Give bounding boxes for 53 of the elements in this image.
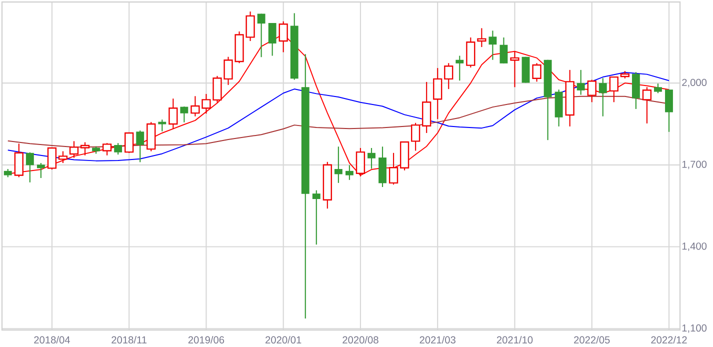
candlestick <box>642 86 652 124</box>
candlestick <box>69 140 79 158</box>
candlestick <box>26 152 34 183</box>
candlestick <box>433 68 442 120</box>
candlestick <box>422 81 432 134</box>
candlestick <box>665 89 673 132</box>
candlestick <box>411 122 420 152</box>
x-tick-label: 2022/05 <box>574 336 610 344</box>
x-tick-label: 2021/03 <box>420 336 456 344</box>
candlestick <box>47 146 57 170</box>
candlestick <box>576 69 585 96</box>
candlestick <box>388 152 398 186</box>
candlestick <box>114 142 122 156</box>
candlestick <box>58 150 68 164</box>
candlestick <box>268 22 276 56</box>
candlestick <box>510 50 520 88</box>
candlestick <box>36 162 45 179</box>
candlestick <box>278 20 288 53</box>
candlestick <box>180 106 188 123</box>
candlestick <box>136 130 144 163</box>
candlestick <box>477 28 486 48</box>
candlestick <box>466 36 476 68</box>
y-tick-label: 1,100 <box>682 324 707 333</box>
candlestick <box>124 132 134 154</box>
candlestick <box>368 147 376 170</box>
candlestick <box>356 147 366 177</box>
candlestick <box>500 36 508 64</box>
candlestick <box>80 142 90 156</box>
candlestick <box>312 190 320 246</box>
candlestick <box>14 143 24 178</box>
candlestick <box>345 164 354 180</box>
y-tick-label: 2,000 <box>682 78 707 88</box>
x-tick-label: 2018/04 <box>34 336 70 344</box>
candlestick <box>488 30 497 60</box>
candlestick <box>334 146 342 184</box>
candlestick <box>609 76 618 103</box>
candlestick <box>598 78 607 117</box>
candlestick <box>257 13 266 58</box>
candlestick <box>587 79 596 103</box>
y-tick-label: 1,400 <box>682 242 707 251</box>
x-tick-label: 2022/12 <box>651 336 687 344</box>
candlestick <box>654 83 662 94</box>
candlestick <box>456 55 464 82</box>
x-tick-label: 2020/08 <box>342 336 378 344</box>
x-tick-label: 2018/11 <box>112 336 147 344</box>
y-tick-label: 1,700 <box>682 160 707 170</box>
x-tick-label: 2020/01 <box>266 336 302 344</box>
candlestick <box>444 62 454 90</box>
candlestick <box>168 98 178 130</box>
x-tick-label: 2021/10 <box>496 336 533 344</box>
candlestick <box>532 62 542 82</box>
x-tick-label: 2019/06 <box>188 336 224 344</box>
candlestick <box>102 142 112 156</box>
